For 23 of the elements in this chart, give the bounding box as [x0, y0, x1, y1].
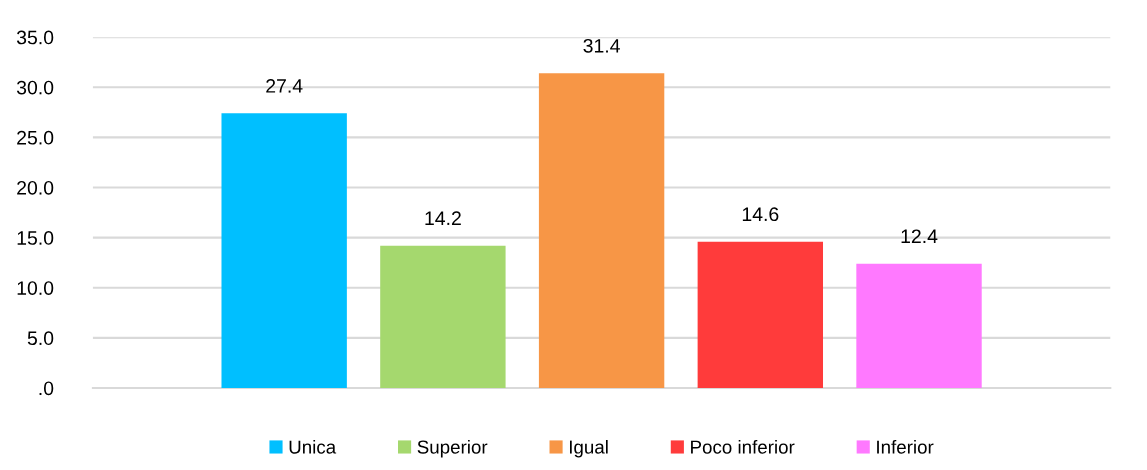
y-tick-label: 20.0 — [17, 180, 54, 195]
data-label: 14.2 — [425, 211, 461, 225]
y-tick-label: 25.0 — [17, 130, 54, 145]
y-tick-label: .0 — [39, 381, 54, 396]
data-label: 27.4 — [266, 79, 303, 93]
data-label: 14.6 — [742, 207, 779, 222]
y-tick-label: 15.0 — [17, 231, 54, 245]
bar — [221, 113, 347, 388]
bar — [380, 245, 506, 388]
y-tick-label: 35.0 — [16, 30, 54, 45]
legend-label: Superior — [417, 439, 488, 458]
data-label: 12.4 — [901, 229, 938, 243]
legend-label: Inferior — [877, 439, 934, 454]
y-tick-label: 10.0 — [17, 281, 54, 295]
y-tick-label: 5.0 — [27, 331, 54, 346]
bar — [538, 73, 665, 388]
legend-label: Poco inferior — [691, 439, 795, 454]
bar — [697, 241, 824, 388]
data-label: 31.4 — [583, 38, 620, 53]
y-tick-label: 30.0 — [16, 80, 54, 95]
legend-label: Unica — [289, 439, 337, 454]
bar — [856, 263, 982, 388]
legend-label: Igual — [569, 439, 608, 458]
